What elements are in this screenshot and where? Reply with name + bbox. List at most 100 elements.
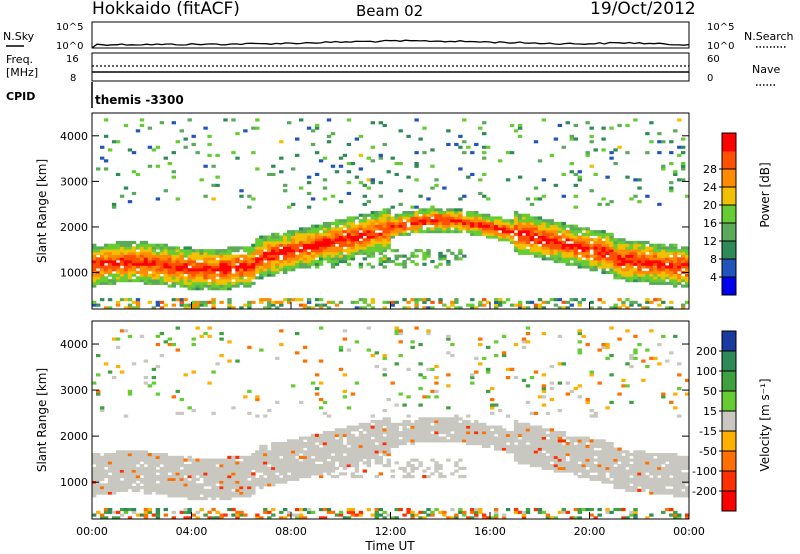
vel-cell <box>450 516 455 520</box>
vel-cell <box>92 475 97 479</box>
vel-cell <box>171 486 176 490</box>
vel-cell <box>573 453 578 457</box>
power-cell <box>517 123 523 128</box>
vel-cell <box>410 442 415 446</box>
power-cell <box>219 284 224 288</box>
power-cell <box>653 249 658 253</box>
power-cell <box>537 254 543 258</box>
power-cell <box>127 265 133 269</box>
power-cell <box>255 251 260 255</box>
power-cell <box>207 153 212 157</box>
vel-cell <box>593 516 598 520</box>
power-cell <box>593 249 598 253</box>
vel-cell <box>533 461 539 465</box>
power-cell <box>474 211 479 215</box>
power-cell <box>299 249 304 253</box>
vel-cell <box>557 458 563 462</box>
power-cell <box>231 246 236 250</box>
power-cell <box>378 216 383 220</box>
vel-cell <box>410 428 415 432</box>
vel-cell <box>338 444 344 448</box>
vel-cell <box>398 439 403 443</box>
power-cell <box>346 240 352 245</box>
power-cell <box>513 221 519 226</box>
nsky-label: N.Sky <box>3 30 35 43</box>
power-cell <box>657 132 662 136</box>
vel-cell <box>310 444 316 448</box>
power-cell <box>362 213 367 217</box>
power-cell <box>669 186 674 190</box>
vel-cell <box>386 444 391 448</box>
power-cell <box>195 300 200 304</box>
power-cell <box>354 240 360 245</box>
vel-cell <box>521 516 527 520</box>
power-cell <box>513 246 519 250</box>
vel-cell <box>474 431 479 435</box>
vel-cell <box>358 458 364 462</box>
vel-cell <box>649 469 654 473</box>
power-cell <box>649 254 654 258</box>
vel-cell <box>513 436 519 440</box>
power-cell <box>533 216 539 220</box>
vel-cell <box>629 488 634 492</box>
vel-cell <box>314 450 320 454</box>
power-cell <box>338 238 344 242</box>
power-cell <box>581 232 586 236</box>
vel-cell <box>207 458 212 462</box>
vel-cell <box>438 417 443 421</box>
power-cell <box>171 303 176 307</box>
power-cell <box>454 213 459 217</box>
power-cell <box>354 230 360 234</box>
power-cell <box>533 303 539 307</box>
vel-cell <box>350 436 356 440</box>
power-cell <box>243 284 248 288</box>
vel-cell <box>263 466 268 470</box>
power-cell <box>366 224 371 228</box>
power-cell <box>100 156 105 160</box>
power-cell <box>96 273 101 277</box>
vel-cell <box>96 466 101 470</box>
power-cell <box>653 298 658 302</box>
vel-cell <box>191 483 196 487</box>
power-cell <box>637 200 642 204</box>
power-cell <box>318 238 324 242</box>
vel-cell <box>621 378 626 382</box>
power-cell <box>326 257 332 261</box>
power-cell <box>346 251 352 255</box>
vel-cell <box>127 486 133 490</box>
vel-cell <box>370 439 375 443</box>
power-cell <box>123 246 129 250</box>
vel-cell <box>645 469 650 473</box>
power-cell <box>350 238 356 242</box>
colorbar-segment <box>722 205 736 224</box>
vel-cell <box>127 458 133 462</box>
vel-cell <box>589 466 594 470</box>
vel-cell <box>259 455 264 459</box>
power-cell <box>306 235 312 239</box>
vel-cell <box>207 477 212 481</box>
power-cell <box>601 300 606 304</box>
power-cell <box>653 260 658 264</box>
vel-cell <box>247 461 252 465</box>
vel-cell <box>537 450 543 454</box>
power-cell <box>155 197 161 201</box>
vel-cell <box>629 510 634 514</box>
vel-cell <box>458 475 463 479</box>
vel-cell <box>450 422 455 426</box>
vel-cell <box>386 513 391 517</box>
power-cell <box>354 238 360 242</box>
power-cell <box>569 303 574 307</box>
power-cell <box>187 306 192 310</box>
vel-cell <box>207 488 212 492</box>
power-cell <box>621 276 626 280</box>
power-cell <box>179 268 184 272</box>
vel-cell <box>195 494 200 498</box>
power-cell <box>494 306 499 310</box>
vel-cell <box>394 362 399 366</box>
power-cell <box>155 300 161 304</box>
power-cell <box>374 211 379 215</box>
vel-cell <box>251 466 256 470</box>
power-cell <box>306 238 312 242</box>
power-cell <box>326 306 332 310</box>
vel-cell <box>402 436 407 440</box>
